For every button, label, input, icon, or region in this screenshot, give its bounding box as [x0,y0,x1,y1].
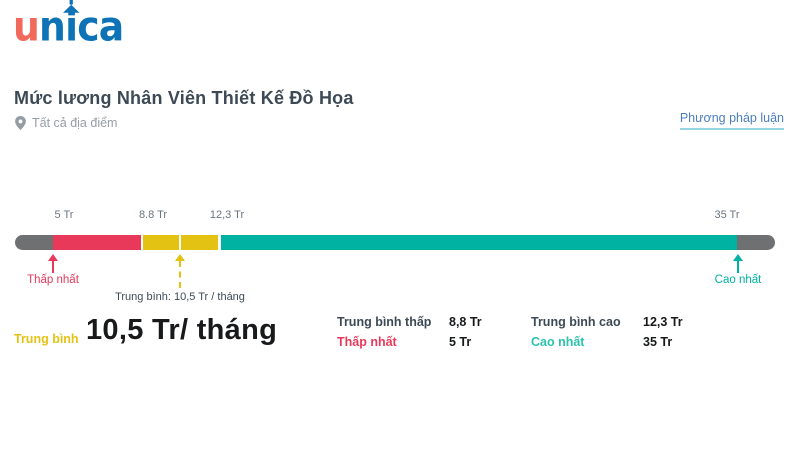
tick-max: 35 Tr [714,209,740,221]
unica-logo[interactable]: uni ca [13,0,124,51]
location-label: Tất cả địa điểm [32,116,118,130]
logo-letter-i: i [62,0,80,51]
segment-high [221,235,737,250]
stat-avg-high-label: Trung bình cao [531,315,621,329]
salary-stats-table: Trung bình thấp 8,8 Tr Trung bình cao 12… [337,315,733,349]
stat-max-label: Cao nhất [531,335,585,349]
salary-range-chart: 5 Tr 8.8 Tr 12,3 Tr 35 Tr Thấp nhất Trun… [15,205,775,310]
stat-avg-high-value: 12,3 Tr [643,315,683,329]
stat-max-value: 35 Tr [643,335,673,349]
logo-letters-ca: ca [77,2,124,51]
tick-min: 5 Tr [54,209,74,221]
segment-average [143,235,218,250]
stat-min-value: 5 Tr [449,335,472,349]
logo-letter-n: n [39,2,66,51]
average-annotation: Trung bình: 10,5 Tr / tháng [115,291,245,303]
graduation-cap-icon [62,4,80,13]
stat-min-label: Thấp nhất [337,335,397,349]
tick-avg-low: 8.8 Tr [138,209,168,221]
location-row: Tất cả địa điểm [15,116,117,130]
graduation-cap-knob [69,0,73,5]
methodology-link[interactable]: Phương pháp luận [679,111,784,130]
segment-above-max [737,235,775,250]
salary-bar [15,235,775,250]
segment-low [53,235,141,250]
average-divider [179,235,181,250]
min-annotation: Thấp nhất [27,274,79,286]
location-pin-icon [15,116,26,130]
stat-avg-low-value: 8,8 Tr [449,315,482,329]
segment-below-min [15,235,53,250]
stat-avg-low-label: Trung bình thấp [337,315,432,329]
summary-average-value: 10,5 Tr/ tháng [86,314,278,346]
max-annotation: Cao nhất [714,274,762,286]
logo-letter-u: u [13,2,40,51]
page-title: Mức lương Nhân Viên Thiết Kế Đồ Họa [14,88,354,108]
summary-average-label: Trung bình [14,332,79,346]
tick-avg-high: 12,3 Tr [209,209,245,221]
